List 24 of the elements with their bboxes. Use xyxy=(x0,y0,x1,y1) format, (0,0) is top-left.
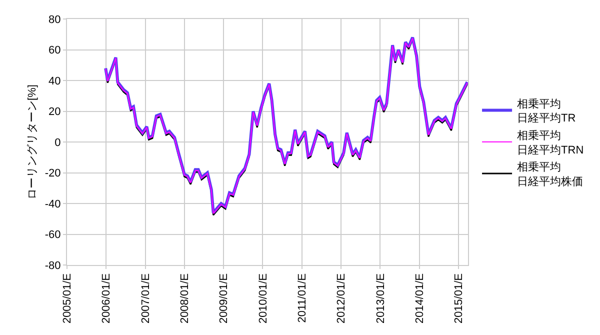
x-tick-label: 2010/01/E xyxy=(257,273,270,324)
y-tick-label: -40 xyxy=(44,198,61,210)
y-tick-label: 80 xyxy=(48,14,61,26)
legend-label: 相乗平均日経平均TR xyxy=(517,97,576,125)
y-tick-label: 20 xyxy=(48,106,61,118)
legend-label: 相乗平均日経平均株価 xyxy=(517,160,584,188)
x-tick-label: 2013/01/E xyxy=(374,273,387,324)
legend-label: 相乗平均日経平均TRN xyxy=(517,129,584,156)
y-tick-label: 40 xyxy=(48,75,61,88)
x-tick-label: 2012/01/E xyxy=(336,273,348,324)
x-tick-label: 2008/01/E xyxy=(178,273,191,324)
x-tick-label: 2007/01/E xyxy=(140,273,152,324)
y-tick-label: -80 xyxy=(44,260,61,272)
y-tick-label: -60 xyxy=(44,229,61,242)
x-tick-label: 2006/01/E xyxy=(100,273,113,324)
y-axis-title: ローリングリターン[%] xyxy=(26,84,39,200)
y-tick-label: -20 xyxy=(44,168,61,180)
x-tick-label: 2011/01/E xyxy=(296,273,308,323)
x-tick-label: 2009/01/E xyxy=(218,273,230,324)
x-tick-label: 2005/01/E xyxy=(62,273,74,324)
y-tick-label: 60 xyxy=(48,44,61,57)
x-tick-label: 2014/01/E xyxy=(414,273,426,324)
y-tick-label: 0 xyxy=(54,136,61,149)
x-tick-label: 2015/01/E xyxy=(453,273,466,324)
